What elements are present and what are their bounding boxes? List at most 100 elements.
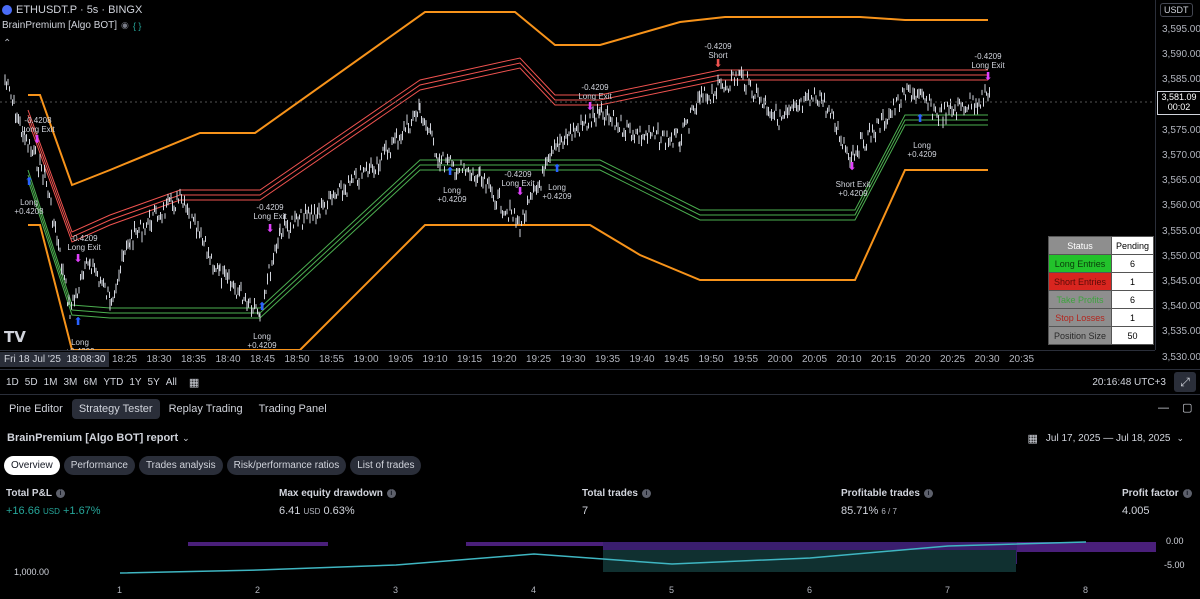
info-icon[interactable]: i — [55, 489, 65, 498]
total-pnl-unit: USD — [43, 507, 60, 516]
trade-annotation: -0.4208 Long Exit — [21, 116, 54, 134]
time-tick-label: 19:55 — [733, 354, 759, 365]
total-pnl-pct: +1.67% — [62, 505, 101, 517]
annotation-line: -0.4209 — [704, 42, 732, 51]
trade-annotation: Long+0.4209 — [247, 332, 276, 350]
panel-tab-strategy-tester[interactable]: Strategy Tester — [71, 399, 160, 419]
annotation-line: Long Exit — [971, 61, 1005, 70]
range-button-1m[interactable]: 1M — [43, 376, 58, 388]
calendar-icon[interactable]: ▦ — [1027, 432, 1038, 445]
status-row-value: 1 — [1110, 272, 1155, 291]
loading-icon: { } — [132, 20, 142, 31]
metric-profitable-trades: Profitable trades i 85.71% 6 / 7 — [841, 488, 933, 517]
date-range-chevron-icon[interactable]: ⌄ — [1176, 432, 1184, 443]
status-header-row: Status Pending — [1048, 236, 1155, 255]
annotation-line: +0.4209 — [542, 192, 572, 201]
drawdown-bar — [188, 542, 328, 546]
time-axis[interactable]: Fri 18 Jul '25 18:08:30 18:25 18:30 18:35 1… — [0, 350, 1155, 369]
report-dropdown-icon[interactable]: ⌄ — [182, 432, 190, 443]
panel-tab-pine-editor[interactable]: Pine Editor — [9, 403, 63, 415]
time-tick-label: 18:45 — [250, 354, 276, 365]
range-button-5y[interactable]: 5Y — [147, 376, 160, 388]
equity-line — [119, 541, 1087, 574]
trade-annotation: Short Exit +0.4209 — [836, 180, 871, 198]
annotation-line: +0.4208 — [14, 207, 44, 216]
info-icon[interactable]: i — [641, 489, 651, 498]
annotation-line: Long — [548, 183, 566, 192]
equity-x-tick: 2 — [255, 585, 261, 595]
time-tick-label: 19:40 — [629, 354, 655, 365]
minimize-panel-icon[interactable]: — — [1158, 402, 1169, 414]
exit-marker: ⬇ — [585, 101, 594, 113]
price-chart[interactable]: ⬇ ⬆ ⬇ ⬆ ⬇ ⬆ ⬆ ⬇ ⬆ ⬇ ⬇ ⬇ ⬆ ⬇ — [0, 0, 1155, 350]
trade-annotation: Long +0.4208 — [14, 198, 43, 216]
indicator-name[interactable]: BrainPremium [Algo BOT] — [2, 20, 118, 31]
green-band-1 — [27, 119, 988, 314]
panel-tab-replay-trading[interactable]: Replay Trading — [168, 403, 243, 415]
info-icon[interactable]: i — [386, 489, 396, 498]
maximize-panel-icon[interactable]: ▢ — [1182, 402, 1193, 414]
time-tick-label: 19:15 — [457, 354, 483, 365]
range-button-ytd[interactable]: YTD — [103, 376, 124, 388]
info-icon[interactable]: i — [1182, 489, 1192, 498]
red-band-1 — [27, 62, 988, 238]
time-tick-label: 18:30 — [146, 354, 172, 365]
chart-canvas[interactable]: ⬇ ⬆ ⬇ ⬆ ⬇ ⬆ ⬆ ⬇ ⬆ ⬇ ⬇ ⬇ ⬆ ⬇ — [0, 0, 1155, 350]
profit-factor-value: 4.005 — [1122, 505, 1150, 517]
equity-canvas[interactable] — [0, 530, 1200, 596]
status-row-value: 6 — [1110, 254, 1155, 273]
price-series — [4, 66, 990, 322]
exit-marker: ⬇ — [265, 223, 274, 235]
time-tick-label: 20:10 — [836, 354, 862, 365]
trade-annotation: Long+0.4209 — [437, 186, 466, 204]
range-button-3m[interactable]: 3M — [63, 376, 78, 388]
range-button-6m[interactable]: 6M — [83, 376, 98, 388]
time-tick-label: 18:55 — [319, 354, 345, 365]
subtab-overview[interactable]: Overview — [4, 456, 60, 475]
annotation-line: Long Exit — [67, 243, 101, 252]
price-tick-label: 3,530.00 — [1162, 351, 1200, 363]
symbol-title[interactable]: ETHUSDT.P · 5s · BINGX — [16, 4, 143, 16]
status-row: Short Entries 1 — [1048, 272, 1155, 291]
exit-marker: ⬇ — [32, 134, 41, 146]
status-row-label: Long Entries — [1048, 254, 1112, 273]
price-tick-label: 3,575.00 — [1162, 124, 1200, 136]
status-row: Take Profits 6 — [1048, 290, 1155, 309]
collapse-legend-icon[interactable]: ⌃ — [3, 38, 12, 49]
info-icon[interactable]: i — [923, 489, 933, 498]
price-tick-label: 3,595.00 — [1162, 24, 1200, 35]
annotation-line: +0.4209 — [838, 189, 868, 198]
utc-clock[interactable]: 20:16:48 UTC+3 — [1092, 376, 1166, 388]
red-band-0 — [27, 57, 988, 233]
annotation-line: +0.4209 — [437, 195, 467, 204]
range-button-5d[interactable]: 5D — [24, 376, 38, 388]
long-entry-marker: ⬆ — [257, 301, 266, 313]
annotation-line: -0.4209 — [504, 170, 532, 179]
subtab-risk-performance-ratios[interactable]: Risk/performance ratios — [226, 456, 347, 475]
calendar-range-icon[interactable]: ▦ — [188, 376, 200, 389]
price-tick-label: 3,570.00 — [1162, 150, 1200, 161]
currency-badge[interactable]: USDT — [1160, 3, 1193, 17]
panel-tab-trading-panel[interactable]: Trading Panel — [258, 403, 327, 415]
price-scale[interactable]: USDT 3,595.003,590.003,585.003,580.003,5… — [1155, 0, 1200, 363]
range-button-all[interactable]: All — [165, 376, 177, 388]
report-title[interactable]: BrainPremium [Algo BOT] report — [7, 432, 179, 444]
subtab-performance[interactable]: Performance — [63, 456, 135, 475]
subtab-list-of-trades[interactable]: List of trades — [350, 456, 422, 475]
status-row-value: 50 — [1110, 326, 1155, 345]
eye-icon[interactable]: ◉ — [121, 20, 129, 30]
total-pnl-value: +16.66 — [6, 505, 40, 517]
subtab-trades-analysis[interactable]: Trades analysis — [138, 456, 223, 475]
range-button-1y[interactable]: 1Y — [129, 376, 142, 388]
time-tick-label: 19:10 — [422, 354, 448, 365]
crosshair-settings-icon[interactable]: ⤢ — [1174, 372, 1196, 392]
range-button-1d[interactable]: 1D — [6, 376, 19, 388]
price-tick-label: 3,535.00 — [1162, 326, 1200, 338]
short-exit-marker: ⬇ — [847, 161, 856, 173]
status-row-value: 1 — [1110, 308, 1155, 327]
green-band-2 — [27, 124, 988, 319]
tradingview-logo: 𝗧𝗩 — [4, 329, 26, 346]
date-range[interactable]: Jul 17, 2025 — Jul 18, 2025 — [1045, 432, 1171, 444]
long-entry-marker: ⬆ — [552, 163, 561, 175]
equity-chart[interactable]: 1,000.00 0.00 -5.00 1 2 3 4 5 6 7 8 — [0, 530, 1200, 596]
